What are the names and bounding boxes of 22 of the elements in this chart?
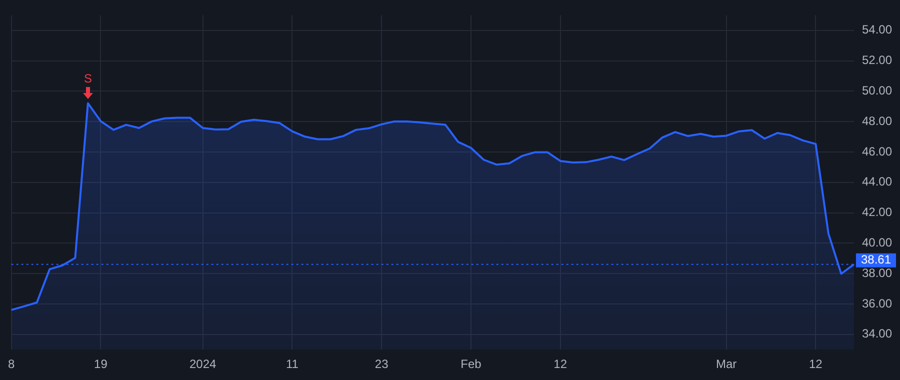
- x-tick-label: Feb: [460, 357, 482, 372]
- y-tick-label: 54.00: [862, 22, 892, 37]
- y-tick-label: 40.00: [862, 236, 892, 250]
- x-tick-label: Mar: [716, 357, 737, 372]
- x-tick-label: 11: [286, 357, 299, 372]
- x-tick-label: 8: [8, 357, 15, 372]
- x-tick-label: 2024: [189, 357, 217, 372]
- x-tick-label: 12: [808, 357, 823, 372]
- y-tick-label: 42.00: [862, 205, 892, 220]
- ref-line-label: 38.61: [860, 252, 892, 267]
- y-tick-label: 46.00: [862, 144, 892, 158]
- x-tick-label: 19: [94, 357, 108, 372]
- y-tick-label: 38.00: [862, 266, 892, 280]
- y-tick-label: 34.00: [862, 326, 892, 341]
- y-tick-label: 52.00: [862, 53, 892, 68]
- y-tick-label: 50.00: [862, 84, 892, 98]
- x-tick-label: 23: [374, 357, 389, 372]
- y-tick-label: 44.00: [862, 174, 892, 189]
- x-tick-label: 12: [554, 357, 568, 372]
- y-tick-label: 36.00: [862, 296, 892, 310]
- annotation: S: [84, 72, 92, 86]
- y-tick-label: 48.00: [862, 114, 892, 128]
